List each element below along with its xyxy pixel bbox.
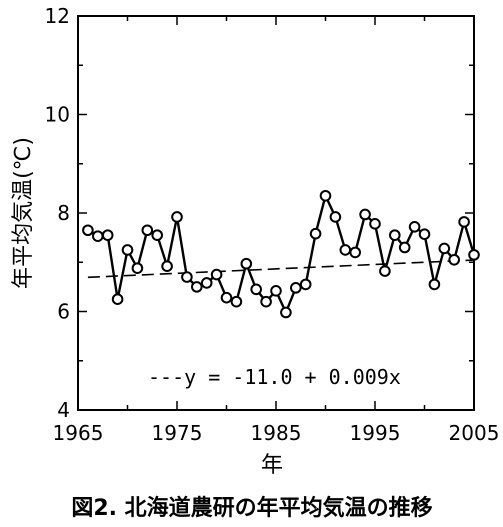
data-point xyxy=(458,216,470,228)
x-tick-label: 2005 xyxy=(449,421,500,445)
data-point xyxy=(448,253,461,266)
x-axis-title: 年 xyxy=(261,453,283,478)
data-point xyxy=(92,230,104,242)
data-point xyxy=(280,306,292,319)
data-point xyxy=(191,281,203,293)
data-point xyxy=(230,295,243,308)
data-point xyxy=(408,220,421,233)
data-point xyxy=(270,285,282,297)
data-point xyxy=(389,229,401,241)
data-point xyxy=(319,189,332,202)
series-line xyxy=(87,192,476,316)
data-point xyxy=(359,208,371,221)
figure-caption: 図2. 北海道農研の年平均気温の推移 xyxy=(71,495,432,521)
x-tick-label: 1965 xyxy=(53,421,104,445)
y-axis-title: 年平均気温(℃) xyxy=(11,137,36,289)
data-point xyxy=(141,224,154,237)
data-point xyxy=(171,211,183,223)
data-point xyxy=(309,227,322,240)
data-point xyxy=(379,265,391,277)
data-point xyxy=(329,211,342,223)
data-point xyxy=(438,242,451,255)
data-point xyxy=(398,241,411,254)
y-tick-label: 12 xyxy=(45,4,70,28)
data-point xyxy=(82,224,94,237)
data-point xyxy=(299,278,312,291)
data-point xyxy=(181,271,193,283)
plot-frame xyxy=(77,15,475,411)
y-tick-label: 6 xyxy=(57,300,70,324)
x-tick-labels: 1965 1975 1985 1995 2005 xyxy=(53,421,500,445)
y-tick-label: 10 xyxy=(45,103,70,127)
data-points xyxy=(82,189,480,319)
data-point xyxy=(240,257,253,270)
data-point xyxy=(290,282,302,294)
trend-equation: ---y = -11.0 + 0.009x xyxy=(148,365,401,389)
data-point xyxy=(131,262,144,274)
data-point xyxy=(468,249,480,261)
y-tick-label: 4 xyxy=(57,398,70,422)
x-tick-label: 1995 xyxy=(350,421,401,445)
trend-line xyxy=(87,259,475,279)
data-point xyxy=(220,291,233,304)
data-point xyxy=(349,246,362,259)
data-point xyxy=(200,277,213,289)
data-point xyxy=(101,229,114,241)
data-point xyxy=(260,295,272,308)
y-tick-label: 8 xyxy=(57,201,70,225)
data-point xyxy=(369,218,381,230)
data-point xyxy=(161,260,173,272)
data-point xyxy=(151,229,163,241)
data-point xyxy=(250,283,263,296)
data-point xyxy=(121,244,134,256)
x-tick-label: 1985 xyxy=(251,421,302,445)
axis-ticks xyxy=(77,15,475,411)
data-point xyxy=(428,278,441,291)
data-point xyxy=(210,268,223,281)
data-point xyxy=(339,244,352,256)
y-tick-labels: 4 6 8 10 12 xyxy=(45,4,70,422)
x-tick-label: 1975 xyxy=(152,421,203,445)
data-point xyxy=(111,293,124,305)
data-point xyxy=(418,228,431,240)
